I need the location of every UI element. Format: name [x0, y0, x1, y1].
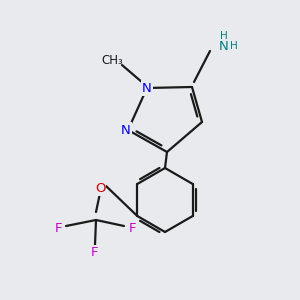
Text: N: N [142, 82, 152, 94]
Text: F: F [91, 247, 99, 260]
Text: F: F [54, 221, 62, 235]
Text: CH₃: CH₃ [101, 53, 123, 67]
Text: H: H [230, 41, 238, 51]
Text: O: O [95, 182, 105, 194]
Text: N: N [219, 40, 229, 52]
Text: H: H [220, 31, 228, 41]
Text: F: F [128, 221, 136, 235]
Text: N: N [121, 124, 131, 136]
